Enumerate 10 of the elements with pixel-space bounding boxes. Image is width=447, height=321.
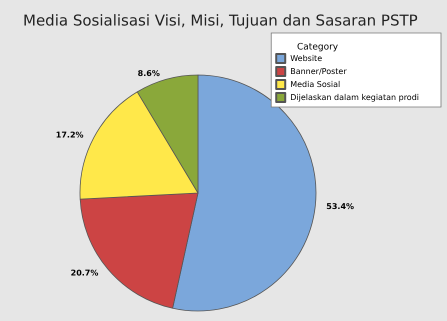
- legend-label: Banner/Poster: [290, 67, 348, 76]
- chart-title: Media Sosialisasi Visi, Misi, Tujuan dan Sasaran PSTP: [23, 12, 418, 30]
- data-label: 53.4%: [326, 202, 354, 211]
- legend-label: Media Sosial: [290, 80, 340, 89]
- data-label: 20.7%: [70, 268, 98, 278]
- legend-label: Website: [290, 54, 322, 63]
- legend-label: Dijelaskan dalam kegiatan prodi: [290, 93, 419, 102]
- data-label: 17.2%: [56, 130, 84, 140]
- data-label: 8.6%: [138, 69, 160, 78]
- legend-title: Category: [297, 42, 339, 52]
